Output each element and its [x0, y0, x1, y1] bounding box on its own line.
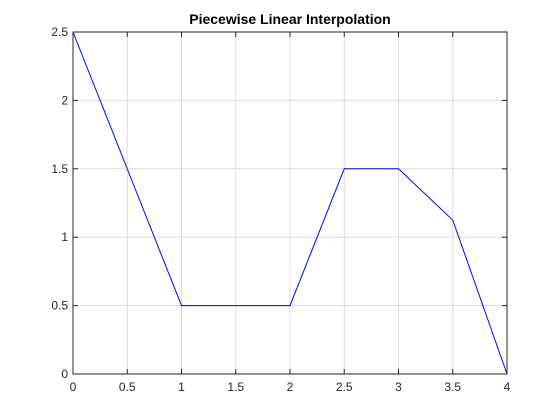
y-tick-label: 2.5 [51, 25, 68, 39]
grid [72, 31, 508, 375]
y-tick-labels: 0 0.5 1 1.5 2 2.5 [51, 25, 68, 381]
series-line [72, 31, 508, 375]
axis-ticks [72, 31, 508, 375]
y-tick-label: 1 [61, 230, 68, 244]
y-tick-label: 0.5 [51, 299, 68, 313]
series-layer [72, 31, 508, 375]
x-tick-label: 3 [395, 380, 402, 394]
x-tick-label: 3.5 [444, 380, 461, 394]
y-tick-label: 2 [61, 93, 68, 107]
x-tick-label: 0.5 [119, 380, 136, 394]
x-tick-label: 2 [287, 380, 294, 394]
x-tick-label: 0 [70, 380, 77, 394]
x-tick-label: 4 [504, 380, 511, 394]
x-tick-label: 2.5 [336, 380, 353, 394]
x-tick-label: 1.5 [227, 380, 244, 394]
x-tick-labels: 0 0.5 1 1.5 2 2.5 3 3.5 4 [70, 380, 511, 394]
chart-title: Piecewise Linear Interpolation [189, 11, 391, 27]
x-tick-label: 1 [178, 380, 185, 394]
y-tick-label: 1.5 [51, 162, 68, 176]
y-tick-label: 0 [61, 367, 68, 381]
